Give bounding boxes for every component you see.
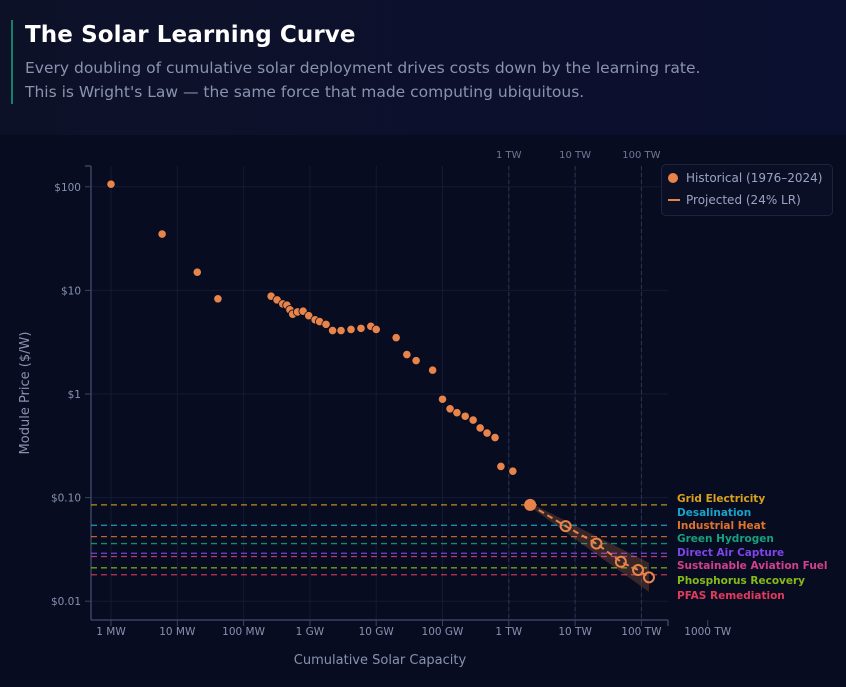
x-tick-label: 100 MW xyxy=(222,626,265,638)
projected-point xyxy=(642,571,655,584)
header: The Solar Learning Curve Every doubling … xyxy=(0,0,846,135)
y-tick-label: $0.10 xyxy=(51,493,81,505)
historical-point xyxy=(321,319,331,329)
legend-label-projected: Projected (24% LR) xyxy=(686,193,801,207)
threshold-label: Phosphorus Recovery xyxy=(677,575,805,587)
historical-point xyxy=(452,408,462,418)
dashed-line-icon xyxy=(668,199,680,201)
historical-point xyxy=(428,365,438,375)
threshold-label: PFAS Remediation xyxy=(677,590,785,602)
capacity-marker-label: 1 TW xyxy=(496,150,522,161)
x-tick-label: 1 MW xyxy=(96,626,126,638)
historical-point xyxy=(346,324,356,335)
threshold-label: Industrial Heat xyxy=(677,520,766,532)
historical-point xyxy=(468,415,478,425)
legend-label-historical: Historical (1976–2024) xyxy=(686,171,823,185)
threshold-label: Green Hydrogen xyxy=(677,533,774,545)
projected-point xyxy=(590,537,603,550)
y-tick-label: $1 xyxy=(68,389,81,401)
y-tick-label: $100 xyxy=(54,182,81,194)
threshold-label: Sustainable Aviation Fuel xyxy=(677,560,828,572)
current-point xyxy=(524,498,537,511)
accent-bar xyxy=(11,20,13,104)
historical-point xyxy=(328,325,338,336)
x-tick-label: 10 TW xyxy=(558,626,592,638)
x-axis-title: Cumulative Solar Capacity xyxy=(294,653,467,668)
projected-point xyxy=(632,564,645,577)
x-tick-label: 1000 TW xyxy=(684,626,731,638)
projection-line xyxy=(529,504,650,579)
y-tick-label: $10 xyxy=(61,285,81,297)
x-tick-label: 1 GW xyxy=(296,626,325,638)
page-title: The Solar Learning Curve xyxy=(25,22,356,48)
threshold-label: Direct Air Capture xyxy=(677,547,784,559)
subtitle-line-2: This is Wright's Law — the same force th… xyxy=(25,83,585,101)
legend-item-historical[interactable]: Historical (1976–2024) xyxy=(668,171,822,185)
historical-point xyxy=(391,333,401,343)
historical-point xyxy=(402,350,412,360)
x-tick-label: 10 GW xyxy=(359,626,395,638)
chart-panel xyxy=(0,135,846,687)
historical-point xyxy=(336,325,346,336)
historical-point xyxy=(475,423,485,433)
x-tick-label: 100 TW xyxy=(621,626,662,638)
legend-item-projected[interactable]: Projected (24% LR) xyxy=(668,193,801,207)
legend: Historical (1976–2024) Projected (24% LR… xyxy=(661,164,833,216)
projected-point xyxy=(559,520,572,533)
historical-point xyxy=(356,323,366,333)
historical-point xyxy=(192,267,202,277)
subtitle-line-1: Every doubling of cumulative solar deplo… xyxy=(25,59,701,77)
historical-point xyxy=(304,311,314,321)
circle-marker-icon xyxy=(668,173,678,183)
historical-point xyxy=(508,466,518,476)
historical-point xyxy=(482,428,492,438)
y-axis-title: Module Price ($/W) xyxy=(18,332,33,455)
capacity-marker-label: 10 TW xyxy=(559,150,591,161)
historical-point xyxy=(437,394,448,404)
historical-point xyxy=(460,411,470,421)
historical-point xyxy=(213,294,223,304)
historical-point xyxy=(157,229,167,239)
historical-point xyxy=(496,461,506,472)
historical-point xyxy=(371,324,381,335)
projected-point xyxy=(614,555,627,568)
x-tick-label: 1 TW xyxy=(495,626,522,638)
y-tick-label: $0.01 xyxy=(51,596,81,608)
x-tick-label: 10 MW xyxy=(159,626,196,638)
threshold-label: Desalination xyxy=(677,507,751,519)
capacity-marker-label: 100 TW xyxy=(622,150,660,161)
threshold-label: Grid Electricity xyxy=(677,493,765,505)
x-tick-label: 100 GW xyxy=(422,626,465,638)
historical-point xyxy=(490,432,500,443)
historical-point xyxy=(445,404,455,414)
historical-point xyxy=(106,179,116,189)
historical-point xyxy=(411,356,421,366)
